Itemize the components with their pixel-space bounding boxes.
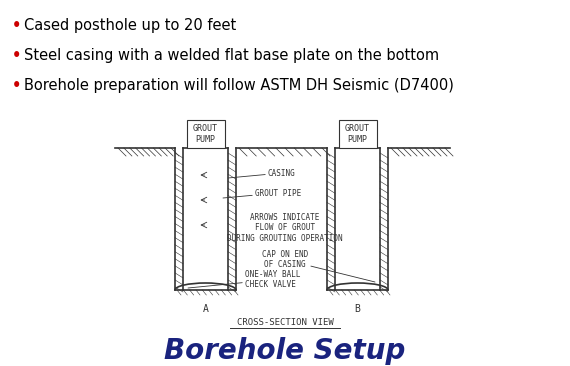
Text: CAP ON END
OF CASING: CAP ON END OF CASING bbox=[262, 250, 375, 282]
Text: Borehole Setup: Borehole Setup bbox=[164, 337, 406, 365]
Text: GROUT
PUMP: GROUT PUMP bbox=[193, 124, 218, 144]
Text: Cased posthole up to 20 feet: Cased posthole up to 20 feet bbox=[24, 18, 236, 33]
Text: CASING: CASING bbox=[228, 168, 296, 178]
Text: CROSS-SECTION VIEW: CROSS-SECTION VIEW bbox=[237, 318, 333, 327]
Text: •: • bbox=[12, 18, 22, 33]
Bar bbox=[339, 120, 377, 148]
Text: A: A bbox=[202, 304, 209, 314]
Text: ONE-WAY BALL
CHECK VALVE: ONE-WAY BALL CHECK VALVE bbox=[188, 270, 300, 290]
Text: •: • bbox=[12, 78, 22, 93]
Text: ARROWS INDICATE
FLOW OF GROUT
DURING GROUTING OPERATION: ARROWS INDICATE FLOW OF GROUT DURING GRO… bbox=[227, 213, 343, 243]
Text: GROUT PIPE: GROUT PIPE bbox=[223, 188, 302, 198]
Text: Steel casing with a welded flat base plate on the bottom: Steel casing with a welded flat base pla… bbox=[24, 48, 439, 63]
Text: B: B bbox=[355, 304, 360, 314]
Text: •: • bbox=[12, 48, 22, 63]
Bar bbox=[186, 120, 225, 148]
Text: GROUT
PUMP: GROUT PUMP bbox=[345, 124, 370, 144]
Text: Borehole preparation will follow ASTM DH Seismic (D7400): Borehole preparation will follow ASTM DH… bbox=[24, 78, 454, 93]
